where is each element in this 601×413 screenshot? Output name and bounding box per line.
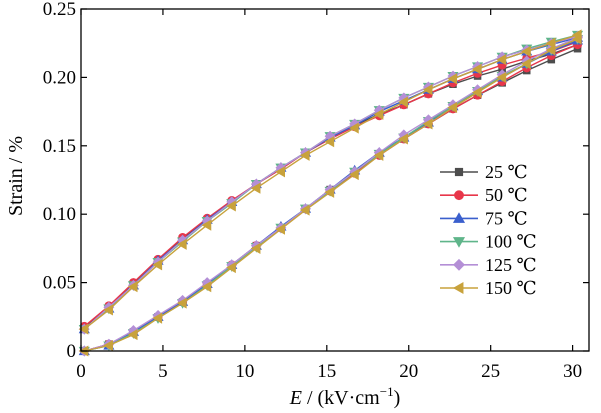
legend-label: 150 ℃ <box>485 278 537 298</box>
legend-marker <box>452 237 466 248</box>
x-tick-label: 20 <box>399 361 418 382</box>
x-tick-label: 5 <box>158 361 168 382</box>
data-point <box>471 86 482 99</box>
axis-ticks: 0 5 10 15 20 25 30 0 0.05 0.10 0.15 0.20 0.25 <box>43 0 589 382</box>
data-point <box>152 312 163 324</box>
x-axis-label-exponent: −1 <box>380 384 394 399</box>
y-tick-label: 0.15 <box>43 136 76 157</box>
series-6 <box>78 29 582 357</box>
plot-frame <box>80 8 590 352</box>
legend: 25 ℃ 50 ℃ 75 ℃ 100 ℃ 125 ℃ 150 ℃ <box>440 162 537 298</box>
data-point <box>496 71 507 83</box>
x-tick-label: 30 <box>563 361 582 382</box>
x-tick-label: 0 <box>76 361 86 382</box>
data-point <box>250 182 261 194</box>
data-point <box>422 118 433 130</box>
data-point <box>127 329 138 341</box>
legend-entry: 125 ℃ <box>440 255 537 275</box>
data-point <box>349 168 359 181</box>
data-point <box>324 136 335 148</box>
x-axis-label: E / (kV·cm−1) <box>289 384 401 409</box>
data-point <box>447 101 458 114</box>
data-point <box>299 149 310 161</box>
data-point <box>545 37 556 49</box>
x-tick-label: 15 <box>317 361 336 382</box>
y-tick-label: 0.20 <box>43 67 76 88</box>
data-point <box>176 297 187 309</box>
legend-label: 25 ℃ <box>485 162 528 182</box>
legend-marker <box>452 212 466 223</box>
data-point <box>127 281 138 293</box>
data-point <box>250 242 261 254</box>
data-point <box>103 304 113 316</box>
data-point <box>226 261 236 274</box>
axis-labels: E / (kV·cm−1) Strain / % <box>5 136 400 409</box>
plot-series-layer <box>78 29 584 357</box>
legend-marker <box>453 258 465 271</box>
data-point <box>571 29 582 41</box>
legend-entry: 25 ℃ <box>440 162 528 182</box>
x-axis-label-unit: / (kV·cm <box>302 387 380 409</box>
data-point <box>447 73 458 85</box>
legend-marker <box>454 190 464 201</box>
y-tick-label: 0.25 <box>43 0 76 20</box>
y-tick-label: 0.10 <box>43 204 76 225</box>
legend-entry: 150 ℃ <box>440 278 537 298</box>
legend-entry: 75 ℃ <box>440 208 528 228</box>
y-axis-label: Strain / % <box>5 136 27 216</box>
data-point <box>398 133 408 145</box>
data-point <box>78 323 89 335</box>
data-point <box>176 238 187 250</box>
data-point <box>275 223 286 235</box>
legend-label: 125 ℃ <box>485 255 537 275</box>
legend-entry: 50 ℃ <box>440 185 528 205</box>
data-point <box>545 44 556 56</box>
x-tick-label: 25 <box>481 361 500 382</box>
data-point <box>398 96 408 108</box>
legend-marker <box>454 167 464 177</box>
legend-label: 75 ℃ <box>485 208 528 228</box>
legend-label: 100 ℃ <box>485 232 537 252</box>
data-point <box>373 108 384 120</box>
y-tick-label: 0.05 <box>43 273 76 294</box>
x-tick-label: 10 <box>235 361 254 382</box>
data-point <box>324 186 335 198</box>
x-axis-label-symbol: E <box>289 387 302 409</box>
data-point <box>373 149 384 161</box>
data-point <box>103 339 113 352</box>
data-point <box>275 166 286 178</box>
y-tick-label: 0 <box>67 341 77 362</box>
legend-marker <box>452 281 464 295</box>
data-point <box>422 84 433 96</box>
data-point <box>201 219 212 231</box>
data-point <box>201 281 212 293</box>
data-point <box>521 45 531 57</box>
data-point <box>226 200 236 212</box>
x-axis-label-close: ) <box>394 387 401 409</box>
legend-label: 50 ℃ <box>485 185 528 205</box>
data-point <box>152 259 163 271</box>
legend-entry: 100 ℃ <box>440 232 537 252</box>
data-point <box>496 54 507 66</box>
data-point <box>471 63 482 75</box>
data-point <box>349 122 359 134</box>
data-point <box>299 204 310 216</box>
data-point <box>521 58 531 70</box>
